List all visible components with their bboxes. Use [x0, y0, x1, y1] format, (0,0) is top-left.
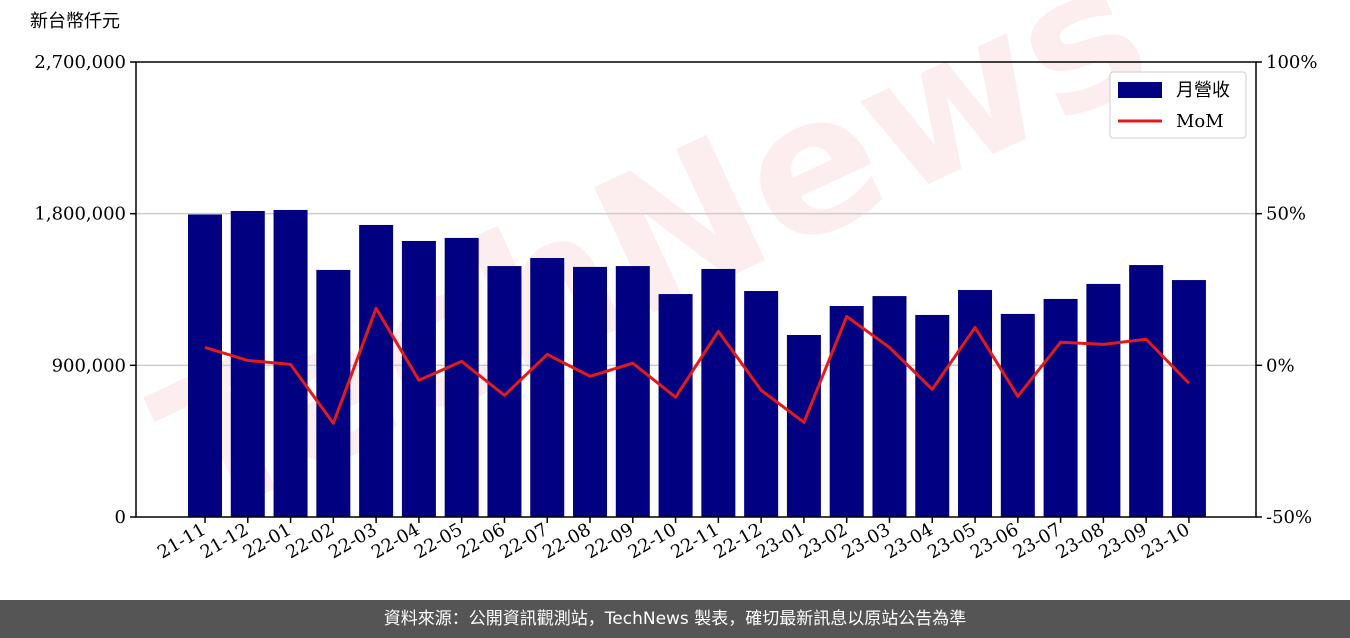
- line: [204, 306, 1191, 425]
- bar: [1129, 265, 1164, 517]
- x-tick-label: 23-03: [839, 519, 894, 563]
- x-tick-label: 22-04: [368, 519, 423, 563]
- legend-swatch: [1118, 82, 1162, 98]
- x-tick-label: 23-06: [967, 519, 1022, 563]
- legend-label: 月營收: [1176, 80, 1230, 101]
- x-tick-label: 22-08: [539, 519, 594, 563]
- bar: [444, 237, 479, 517]
- x-tick-label: 23-07: [1010, 519, 1065, 563]
- bar: [786, 335, 821, 517]
- bar: [658, 294, 693, 517]
- x-tick-label: 23-05: [924, 519, 979, 563]
- x-tick-label: 22-03: [325, 519, 380, 563]
- bar: [1000, 313, 1035, 517]
- x-tick-label: 23-04: [881, 519, 936, 563]
- bar: [1043, 298, 1078, 517]
- y-axis-label: 新台幣仟元: [30, 11, 120, 32]
- x-tick-label: 22-09: [582, 519, 637, 563]
- y-tick-label: 0: [115, 507, 126, 528]
- bar: [573, 266, 608, 517]
- x-tick-label: 22-06: [454, 519, 509, 563]
- bar: [1086, 283, 1121, 517]
- bar: [615, 266, 650, 517]
- x-tick-label: 23-10: [1138, 519, 1193, 563]
- y-tick-label: 2,700,000: [34, 52, 126, 73]
- bar: [230, 210, 265, 517]
- bar: [958, 290, 993, 517]
- bar: [829, 306, 864, 517]
- bar: [915, 314, 950, 517]
- bar: [359, 224, 394, 518]
- x-tick-label: 23-09: [1095, 519, 1150, 563]
- x-tick-label: 23-08: [1052, 519, 1107, 563]
- bar: [872, 296, 907, 517]
- x-tick-label: 22-11: [667, 519, 722, 563]
- bar: [530, 257, 565, 517]
- x-tick-label: 21-11: [154, 519, 209, 563]
- bar: [1171, 280, 1206, 517]
- bar: [701, 268, 736, 517]
- x-tick-label: 22-10: [625, 519, 680, 563]
- y-tick-label: 900,000: [52, 355, 126, 376]
- x-tick-label: 22-05: [411, 519, 466, 563]
- bar: [188, 214, 222, 517]
- y2-tick-label: 0%: [1266, 355, 1295, 376]
- x-tick-label: 23-01: [753, 519, 808, 563]
- legend-label: MoM: [1176, 111, 1224, 132]
- x-tick-label: 22-07: [496, 519, 551, 563]
- y-tick-label: 1,800,000: [34, 204, 126, 225]
- plot-frame: [135, 61, 1257, 518]
- chart: 新台幣仟元 TechNews 0900,0001,800,0002,700,00…: [30, 0, 1317, 564]
- x-tick-label: 23-02: [796, 519, 851, 563]
- footer: 資料來源：公開資訊觀測站，TechNews 製表，確切最新訊息以原站公告為準: [0, 600, 1350, 638]
- x-tick-label: 22-12: [710, 519, 765, 563]
- y2-tick-label: 100%: [1266, 52, 1317, 73]
- bar: [487, 266, 522, 517]
- y2-tick-label: -50%: [1266, 507, 1312, 528]
- bar: [744, 291, 779, 517]
- y2-tick-label: 50%: [1266, 204, 1306, 225]
